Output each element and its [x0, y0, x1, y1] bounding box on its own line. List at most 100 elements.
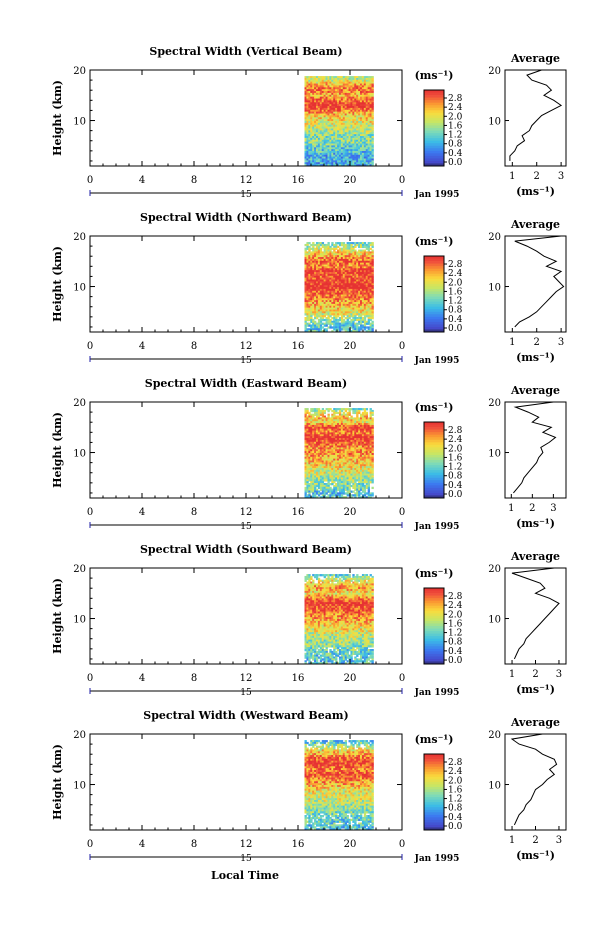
heatmap-cell — [321, 107, 325, 111]
heatmap-cell — [314, 411, 317, 415]
heatmap-cell — [329, 302, 332, 305]
heatmap-cell — [363, 466, 367, 469]
heatmap-cell — [354, 104, 357, 107]
heatmap-cell — [358, 275, 361, 279]
heatmap-cell — [352, 456, 355, 460]
heatmap-cell — [371, 275, 374, 279]
heatmap-cell — [337, 152, 340, 156]
heatmap-cell — [325, 432, 328, 435]
heatmap-cell — [331, 421, 334, 424]
heatmap-cell — [350, 281, 353, 284]
heatmap-cell — [327, 253, 330, 256]
heatmap-cell — [344, 307, 347, 310]
heatmap-cell — [338, 466, 342, 469]
heatmap-cell — [346, 124, 349, 128]
heatmap-cell — [315, 471, 319, 475]
heatmap-cell — [308, 264, 311, 267]
colorbar-segment — [424, 163, 444, 167]
heatmap-cell — [329, 277, 332, 280]
heatmap-cell — [329, 91, 332, 94]
x-tick-label: 12 — [240, 341, 253, 352]
heatmap-cell — [317, 87, 321, 90]
heatmap-cell — [310, 451, 313, 454]
heatmap-cell — [367, 453, 370, 456]
heatmap-cell — [358, 115, 361, 118]
heatmap-cell — [315, 134, 319, 137]
heatmap-cell — [354, 275, 357, 279]
heatmap-cell — [317, 81, 321, 84]
heatmap-cell — [350, 318, 353, 322]
heatmap-cell — [333, 434, 336, 437]
heatmap-cell — [360, 479, 363, 482]
heatmap-cell — [337, 147, 340, 150]
heatmap-cell — [319, 260, 323, 264]
heatmap-cell — [363, 81, 367, 84]
heatmap-cell — [331, 122, 334, 126]
heatmap-cell — [354, 79, 357, 83]
heatmap-cell — [310, 449, 313, 452]
heatmap-cell — [338, 126, 342, 129]
heatmap-cell — [361, 469, 365, 473]
heatmap-cell — [358, 473, 361, 476]
heatmap-cell — [314, 145, 317, 148]
heatmap-cell — [350, 154, 353, 158]
heatmap-cell — [331, 423, 334, 426]
heatmap-cell — [319, 305, 323, 309]
heatmap-cell — [356, 137, 359, 141]
heatmap-cell — [319, 330, 323, 333]
heatmap-cell — [308, 119, 311, 122]
heatmap-cell — [356, 296, 359, 299]
heatmap-cell — [319, 154, 323, 158]
heatmap-cell — [346, 449, 349, 452]
heatmap-cell — [360, 77, 363, 81]
heatmap-cell — [333, 102, 336, 105]
heatmap-cell — [356, 328, 359, 331]
heatmap-cell — [333, 462, 336, 465]
heatmap-cell — [335, 318, 338, 322]
heatmap-cell — [325, 260, 328, 264]
heatmap-cell — [363, 107, 367, 111]
heatmap-cell — [340, 89, 344, 92]
heatmap-cell — [315, 91, 319, 94]
heatmap-cell — [360, 458, 363, 461]
heatmap-cell — [327, 445, 330, 448]
heatmap-cell — [317, 109, 321, 113]
heatmap-cell — [367, 475, 370, 478]
heatmap-cell — [365, 137, 369, 141]
heatmap-cell — [306, 328, 309, 331]
heatmap-cell — [369, 253, 372, 256]
heatmap-cell — [361, 255, 365, 258]
heatmap-cell — [327, 290, 330, 294]
heatmap-cell — [342, 164, 346, 167]
heatmap-cell — [333, 443, 336, 446]
heatmap-cell — [337, 298, 340, 301]
heatmap-cell — [327, 251, 330, 254]
heatmap-cell — [352, 96, 355, 99]
heatmap-cell — [348, 89, 351, 92]
heatmap-cell — [342, 451, 346, 454]
heatmap-cell — [350, 428, 353, 431]
heatmap-cell — [337, 76, 340, 79]
heatmap-cell — [344, 302, 347, 305]
panel-2: Spectral Width (Eastward Beam)Height (km… — [51, 377, 567, 532]
heatmap-cell — [304, 445, 307, 448]
heatmap-cell — [361, 87, 365, 90]
heatmap-cell — [333, 292, 336, 295]
heatmap-cell — [369, 102, 372, 105]
heatmap-cell — [360, 145, 363, 148]
heatmap-cell — [304, 85, 307, 88]
heatmap-cell — [333, 411, 336, 415]
heatmap-cell — [360, 266, 363, 269]
heatmap-cell — [321, 275, 325, 279]
heatmap-cell — [323, 430, 326, 433]
heatmap-cell — [338, 322, 342, 325]
heatmap-cell — [317, 257, 321, 260]
average-profile-line — [509, 69, 563, 161]
heatmap-cell — [333, 436, 336, 439]
heatmap-cell — [312, 424, 315, 428]
heatmap-cell — [331, 283, 334, 286]
heatmap-cell — [371, 91, 374, 94]
heatmap-cell — [356, 160, 359, 163]
heatmap-cell — [365, 330, 369, 333]
heatmap-cell — [344, 421, 347, 424]
